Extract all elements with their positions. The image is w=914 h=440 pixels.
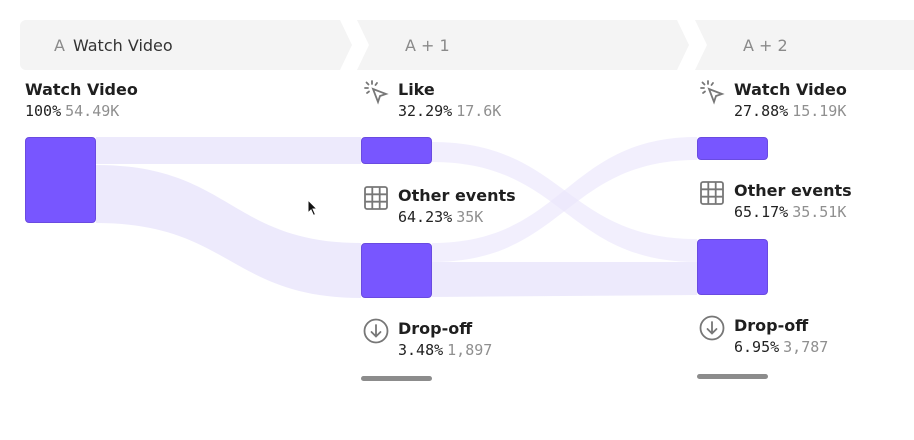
node-count: 35K bbox=[456, 208, 484, 226]
label-other-events-c: Other events 65.17% 35.51K bbox=[698, 179, 852, 221]
label-like: Like 32.29% 17.6K bbox=[362, 78, 501, 120]
dropoff-bar-b[interactable] bbox=[361, 376, 432, 381]
node-count: 3,787 bbox=[783, 338, 829, 356]
click-cursor-icon bbox=[364, 80, 389, 105]
flow-other-to-watch[interactable] bbox=[432, 137, 697, 262]
click-cursor-icon bbox=[700, 80, 725, 105]
label-other-events-b: Other events 64.23% 35K bbox=[362, 184, 516, 226]
dropoff-bar-c[interactable] bbox=[697, 374, 768, 379]
node-name: Watch Video bbox=[734, 79, 847, 99]
flow-watch-to-like[interactable] bbox=[96, 137, 361, 164]
grid-icon bbox=[364, 186, 388, 210]
flow-other-to-other[interactable] bbox=[432, 262, 697, 297]
label-dropoff-b: Drop-off 3.48% 1,897 bbox=[362, 317, 492, 359]
node-percent: 27.88% bbox=[734, 102, 789, 120]
node-other-events-c[interactable] bbox=[697, 239, 768, 295]
label-watch-video-c: Watch Video 27.88% 15.19K bbox=[698, 78, 847, 120]
node-name: Drop-off bbox=[398, 318, 473, 338]
node-watch-video-c[interactable] bbox=[697, 137, 768, 160]
node-other-events-b[interactable] bbox=[361, 243, 432, 298]
arrow-down-circle-icon bbox=[699, 315, 725, 341]
node-name: Other events bbox=[734, 180, 852, 200]
node-percent: 100% bbox=[25, 102, 62, 120]
label-watch-video-a: Watch Video 100% 54.49K bbox=[25, 78, 138, 121]
step-letter: A bbox=[54, 35, 65, 55]
node-count: 15.19K bbox=[792, 102, 847, 120]
mouse-cursor-icon bbox=[307, 199, 319, 217]
node-like[interactable] bbox=[361, 137, 432, 164]
node-percent: 64.23% bbox=[398, 208, 453, 226]
step-header-a[interactable]: A Watch Video bbox=[20, 20, 352, 70]
node-count: 17.6K bbox=[456, 102, 502, 120]
step-label: A + 2 bbox=[743, 35, 788, 55]
step-label: A + 1 bbox=[405, 35, 450, 55]
grid-icon bbox=[700, 181, 724, 205]
step-header-a-plus-2[interactable]: A + 2 bbox=[695, 20, 914, 70]
node-percent: 3.48% bbox=[398, 341, 444, 359]
node-watch-video-a[interactable] bbox=[25, 137, 96, 223]
step-header-a-plus-1[interactable]: A + 1 bbox=[357, 20, 689, 70]
node-count: 35.51K bbox=[792, 203, 847, 221]
node-percent: 6.95% bbox=[734, 338, 780, 356]
node-name: Drop-off bbox=[734, 315, 809, 335]
node-name: Other events bbox=[398, 185, 516, 205]
node-count: 1,897 bbox=[447, 341, 493, 359]
label-dropoff-c: Drop-off 6.95% 3,787 bbox=[698, 314, 828, 356]
node-percent: 65.17% bbox=[734, 203, 789, 221]
node-name: Like bbox=[398, 79, 435, 99]
node-count: 54.49K bbox=[65, 102, 120, 120]
node-name: Watch Video bbox=[25, 79, 138, 99]
flow-watch-to-other[interactable] bbox=[96, 165, 361, 298]
arrow-down-circle-icon bbox=[363, 318, 389, 344]
node-percent: 32.29% bbox=[398, 102, 453, 120]
step-label: Watch Video bbox=[72, 35, 173, 55]
